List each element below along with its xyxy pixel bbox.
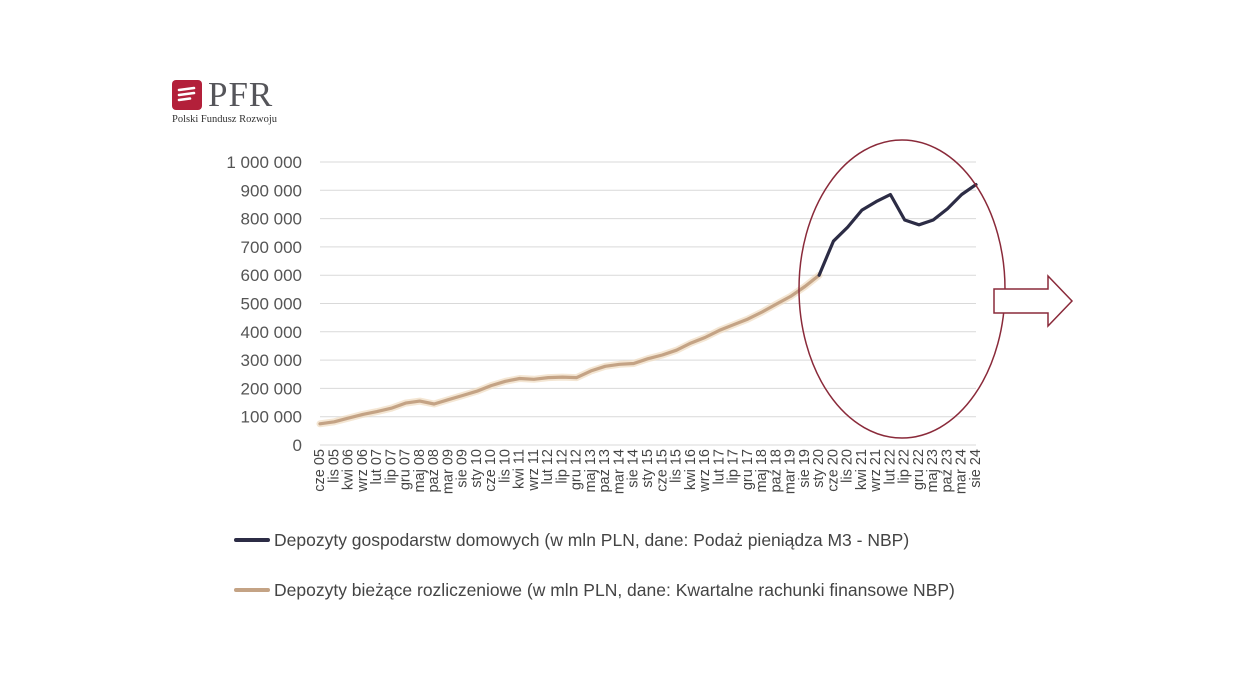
y-tick-label: 900 000 — [241, 181, 302, 200]
annotations — [798, 139, 1074, 439]
gridlines — [320, 161, 976, 446]
pfr-logo: PFR Polski Fundusz Rozwoju — [172, 76, 302, 130]
x-tick-label: lip 17 — [726, 449, 742, 484]
legend-item-current-deposits: Depozyty bieżące rozliczeniowe (w mln PL… — [234, 578, 994, 630]
series-glow — [316, 271, 823, 428]
x-tick-label: mar 09 — [440, 449, 456, 494]
x-tick-label: gru 07 — [398, 449, 414, 490]
x-tick-label: lut 22 — [882, 449, 898, 484]
logo-subtitle: Polski Fundusz Rozwoju — [172, 114, 278, 125]
series-line-household-deposits — [817, 183, 978, 277]
y-tick-label: 400 000 — [241, 323, 302, 342]
x-tick-label: paź 18 — [768, 449, 784, 493]
x-tick-label: mar 14 — [611, 449, 627, 494]
x-tick-label: cze 05 — [312, 449, 328, 492]
x-tick-label: wrz 16 — [697, 449, 713, 493]
x-tick-label: sie 19 — [797, 449, 813, 488]
y-tick-label: 500 000 — [241, 295, 302, 314]
y-axis-tick-labels: 0 100 000 200 000 300 000 400 000 500 000 600 … — [226, 153, 302, 455]
x-tick-label: cze 15 — [654, 449, 670, 492]
x-tick-label: mar 19 — [783, 449, 799, 494]
x-tick-label: wrz 11 — [526, 449, 542, 492]
x-tick-label: maj 13 — [583, 449, 599, 493]
series-line-current-deposits — [318, 273, 821, 426]
right-arrow-icon — [993, 274, 1074, 328]
x-tick-label: sie 14 — [626, 449, 642, 488]
x-tick-label: kwi 06 — [341, 449, 357, 490]
x-tick-label: maj 08 — [412, 449, 428, 493]
x-tick-label: kwi 11 — [512, 449, 528, 489]
y-tick-label: 600 000 — [241, 266, 302, 285]
x-tick-label: lut 12 — [540, 449, 556, 484]
y-tick-label: 1 000 000 — [226, 153, 302, 172]
x-tick-label: gru 17 — [740, 449, 756, 490]
x-tick-label: paź 13 — [597, 449, 613, 493]
x-tick-label: lip 07 — [383, 449, 399, 484]
y-tick-label: 0 — [293, 436, 302, 455]
legend-label-current: Depozyty bieżące rozliczeniowe (w mln PL… — [274, 580, 955, 600]
y-tick-label: 300 000 — [241, 351, 302, 370]
x-tick-label: cze 20 — [825, 449, 841, 492]
x-tick-label: lis 20 — [840, 449, 856, 483]
y-tick-label: 200 000 — [241, 379, 302, 398]
x-tick-label: sty 15 — [640, 449, 656, 488]
x-tick-label: kwi 21 — [854, 449, 870, 490]
y-tick-label: 700 000 — [241, 238, 302, 257]
legend-item-household-deposits: Depozyty gospodarstw domowych (w mln PLN… — [234, 528, 994, 554]
x-tick-label: lut 17 — [711, 449, 727, 484]
y-tick-label: 100 000 — [241, 408, 302, 427]
x-tick-label: kwi 16 — [683, 449, 699, 490]
x-tick-label: lip 22 — [897, 449, 913, 484]
series-lines — [316, 183, 978, 428]
x-tick-label: sie 09 — [455, 449, 471, 488]
x-tick-label: sie 24 — [968, 449, 984, 488]
x-tick-label: wrz 21 — [868, 449, 884, 493]
x-tick-label: gru 22 — [911, 449, 927, 490]
x-tick-label: gru 12 — [569, 449, 585, 490]
legend-swatch-household — [234, 538, 270, 542]
x-tick-label: wrz 06 — [355, 449, 371, 493]
x-tick-label: lis 05 — [326, 449, 342, 483]
x-tick-label: sty 20 — [811, 449, 827, 488]
x-tick-label: maj 23 — [925, 449, 941, 493]
y-tick-label: 800 000 — [241, 210, 302, 229]
x-tick-label: paź 08 — [426, 449, 442, 493]
legend-swatch-current — [234, 588, 270, 592]
logo-wordmark: PFR — [208, 75, 274, 114]
legend-label-household: Depozyty gospodarstw domowych (w mln PLN… — [274, 530, 910, 550]
x-tick-label: lis 15 — [669, 449, 685, 483]
x-tick-label: mar 24 — [954, 449, 970, 494]
x-tick-label: cze 10 — [483, 449, 499, 492]
x-tick-label: sty 10 — [469, 449, 485, 488]
x-tick-label: maj 18 — [754, 449, 770, 493]
x-tick-label: paź 23 — [939, 449, 955, 493]
x-tick-label: lip 12 — [554, 449, 570, 484]
x-tick-label: lut 07 — [369, 449, 385, 484]
pfr-logo-icon — [172, 80, 202, 110]
x-tick-label: lis 10 — [497, 449, 513, 483]
